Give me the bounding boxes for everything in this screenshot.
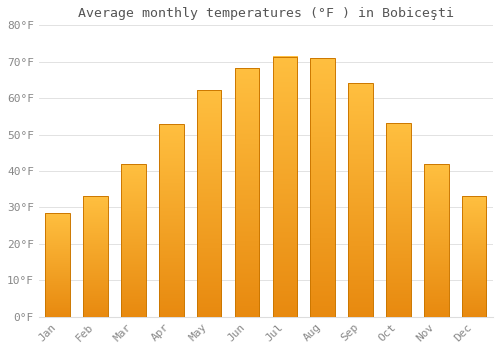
Title: Average monthly temperatures (°F ) in Bobiceşti: Average monthly temperatures (°F ) in Bo… [78,7,454,20]
Bar [348,83,373,317]
Bar [272,57,297,317]
Bar [386,123,410,317]
Bar [159,124,184,317]
Bar [84,196,108,317]
Bar [197,90,222,317]
Bar [121,164,146,317]
Bar [310,58,335,317]
Bar [234,68,260,317]
Bar [462,196,486,317]
Bar [46,213,70,317]
Bar [424,164,448,317]
